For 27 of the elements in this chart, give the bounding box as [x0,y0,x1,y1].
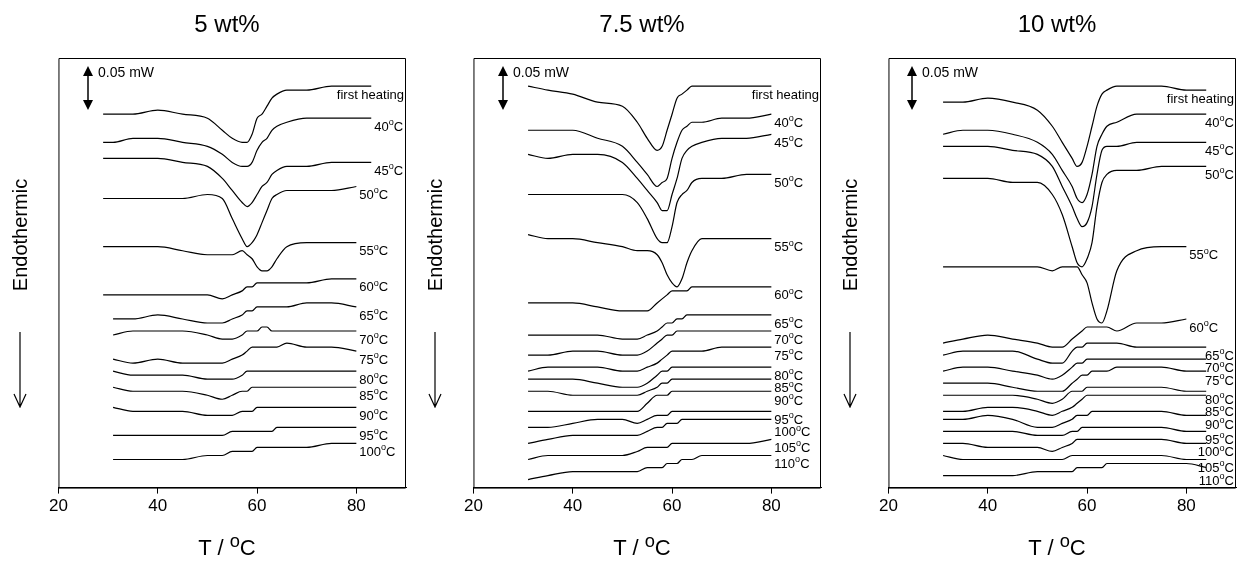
x-tick-label: 40 [148,496,168,516]
x-axis-title: T / $^{o}$C [1027,530,1087,562]
x-tick-label: 20 [878,496,898,516]
x-tick-label: 80 [1176,496,1196,516]
series-label: first heating [1166,90,1234,106]
x-tick-label: 60 [1077,496,1097,516]
x-axis-title: T / $^{o}$C [612,530,672,562]
x-tick-label: 20 [48,496,68,516]
x-tick-label: 60 [662,496,682,516]
text: 0.05 mW [513,64,570,80]
chart-title: 5 wt% [193,10,261,38]
text: 0.05 mW [922,64,979,80]
chart-title: 7.5 wt% [598,10,686,38]
y-axis-title: Endothermic [423,178,447,292]
y-axis-title: Endothermic [8,178,32,292]
series-label: first heating [336,86,404,102]
x-tick-label: 20 [463,496,483,516]
x-tick-label: 40 [978,496,998,516]
x-axis-title: T / $^{o}$C [197,530,257,562]
x-tick-label: 60 [247,496,267,516]
x-tick-label: 80 [346,496,366,516]
x-tick-label: 80 [761,496,781,516]
chart-title: 10 wt% [1016,10,1098,38]
y-axis-title: Endothermic [838,178,862,292]
x-tick-label: 40 [563,496,583,516]
text: 0.05 mW [98,64,155,80]
series-label: first heating [751,86,819,102]
